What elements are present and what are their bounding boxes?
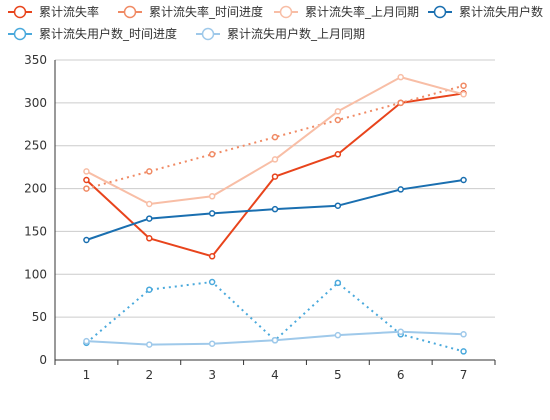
data-point-series-6[interactable] xyxy=(460,331,467,338)
y-tick-label: 50 xyxy=(32,310,47,324)
legend-marker xyxy=(433,5,447,19)
legend-marker xyxy=(13,5,27,19)
data-point-series-3[interactable] xyxy=(208,193,216,200)
series-group xyxy=(83,73,467,355)
data-point-series-4[interactable] xyxy=(83,236,90,244)
legend-label: 累计流失用户数 xyxy=(459,4,543,19)
data-point-series-6[interactable] xyxy=(208,340,216,347)
legend-label: 累计流失用户数_时间进度 xyxy=(39,26,177,41)
legend-item-6[interactable]: 累计流失用户数_上月同期 xyxy=(196,26,365,41)
legend-item-5[interactable]: 累计流失用户数_时间进度 xyxy=(8,26,177,41)
y-tick-label: 350 xyxy=(24,53,47,67)
data-point-series-3[interactable] xyxy=(397,73,404,81)
data-point-series-6[interactable] xyxy=(83,337,90,345)
x-tick-label: 4 xyxy=(271,368,279,382)
data-point-series-3[interactable] xyxy=(460,91,467,98)
data-point-series-5[interactable] xyxy=(146,286,153,293)
data-point-series-6[interactable] xyxy=(146,341,153,348)
y-tick-label: 0 xyxy=(39,353,47,367)
data-point-series-1[interactable] xyxy=(146,235,153,242)
data-point-series-3[interactable] xyxy=(334,108,342,115)
legend-item-3[interactable]: 累计流失率_上月同期 xyxy=(274,4,419,19)
data-point-series-1[interactable] xyxy=(334,151,342,158)
data-point-series-5[interactable] xyxy=(460,348,467,355)
x-tick-label: 2 xyxy=(145,368,153,382)
data-point-series-2[interactable] xyxy=(271,133,279,141)
data-point-series-2[interactable] xyxy=(208,151,216,158)
legend-item-2[interactable]: 累计流失率_时间进度 xyxy=(118,4,263,19)
data-point-series-2[interactable] xyxy=(460,82,467,89)
x-tick-label: 6 xyxy=(397,368,405,382)
legend-marker xyxy=(279,5,293,19)
legend-marker xyxy=(201,27,215,41)
data-point-series-5[interactable] xyxy=(208,278,216,286)
legend-item-1[interactable]: 累计流失率 xyxy=(8,4,99,19)
axes: 0 50 100 150 200 250 300 350 1 2 3 4 5 6 7 xyxy=(24,53,496,382)
data-point-series-2[interactable] xyxy=(334,116,342,124)
series-line-3 xyxy=(85,76,464,205)
legend: 累计流失率 累计流失率_时间进度 累计流失率_上月同期 累计流失用户数累计流失用户数_… xyxy=(8,4,543,41)
data-point-series-6[interactable] xyxy=(271,337,279,344)
x-tick-label: 7 xyxy=(460,368,468,382)
data-point-series-1[interactable] xyxy=(271,173,279,180)
legend-label: 累计流失用户数_上月同期 xyxy=(227,26,365,41)
data-point-series-1[interactable] xyxy=(208,253,216,260)
data-point-series-3[interactable] xyxy=(146,200,153,208)
data-point-series-6[interactable] xyxy=(397,328,404,335)
y-tick-label: 200 xyxy=(24,182,47,196)
data-point-series-4[interactable] xyxy=(208,210,216,217)
legend-marker xyxy=(13,27,27,41)
data-point-series-4[interactable] xyxy=(397,186,404,193)
y-tick-label: 250 xyxy=(24,139,47,153)
data-point-series-4[interactable] xyxy=(146,215,153,222)
x-tick-label: 1 xyxy=(83,368,91,382)
y-tick-label: 150 xyxy=(24,224,47,238)
data-point-series-3[interactable] xyxy=(271,156,279,163)
data-point-series-4[interactable] xyxy=(334,202,342,209)
data-point-series-3[interactable] xyxy=(83,168,90,175)
data-point-series-2[interactable] xyxy=(397,99,404,107)
legend-label: 累计流失率 xyxy=(39,4,99,19)
data-point-series-6[interactable] xyxy=(334,331,342,339)
legend-marker xyxy=(123,5,137,19)
legend-label: 累计流失率_时间进度 xyxy=(149,4,263,19)
data-point-series-2[interactable] xyxy=(146,168,153,175)
data-point-series-4[interactable] xyxy=(271,205,279,213)
data-point-series-5[interactable] xyxy=(334,279,342,287)
y-tick-label: 100 xyxy=(24,267,47,281)
x-tick-label: 5 xyxy=(334,368,342,382)
data-point-series-2[interactable] xyxy=(83,185,90,192)
data-point-series-4[interactable] xyxy=(460,176,467,184)
legend-item-4[interactable]: 累计流失用户数 xyxy=(428,4,543,19)
legend-label: 累计流失率_上月同期 xyxy=(305,4,419,19)
x-tick-label: 3 xyxy=(208,368,216,382)
grid xyxy=(55,59,495,318)
y-tick-label: 300 xyxy=(24,96,47,110)
data-point-series-1[interactable] xyxy=(83,176,90,184)
